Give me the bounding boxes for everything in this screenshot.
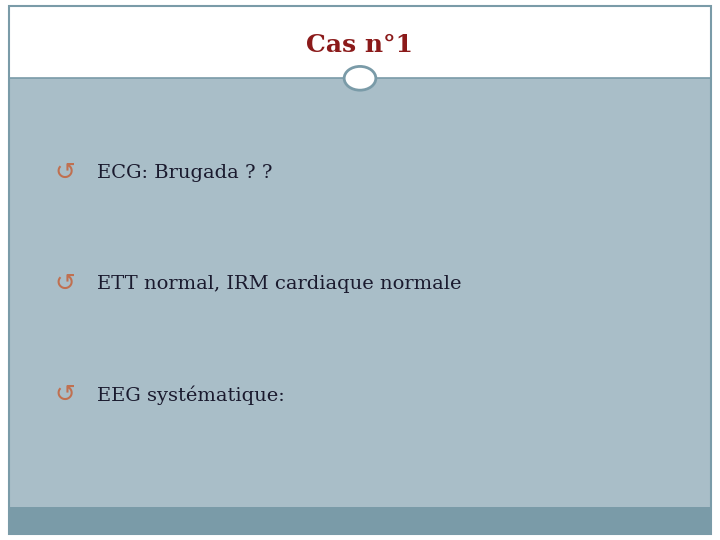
Bar <box>9 78 711 507</box>
Bar <box>9 6 711 78</box>
Text: ↺: ↺ <box>54 160 76 185</box>
Text: ETT normal, IRM cardiaque normale: ETT normal, IRM cardiaque normale <box>97 275 462 293</box>
Text: ↺: ↺ <box>54 272 76 296</box>
Bar <box>9 507 711 534</box>
Text: ECG: Brugada ? ?: ECG: Brugada ? ? <box>97 164 273 181</box>
Text: Cas n°1: Cas n°1 <box>307 33 413 57</box>
Text: EEG systématique:: EEG systématique: <box>97 386 285 405</box>
Circle shape <box>344 66 376 90</box>
Text: ↺: ↺ <box>54 383 76 407</box>
